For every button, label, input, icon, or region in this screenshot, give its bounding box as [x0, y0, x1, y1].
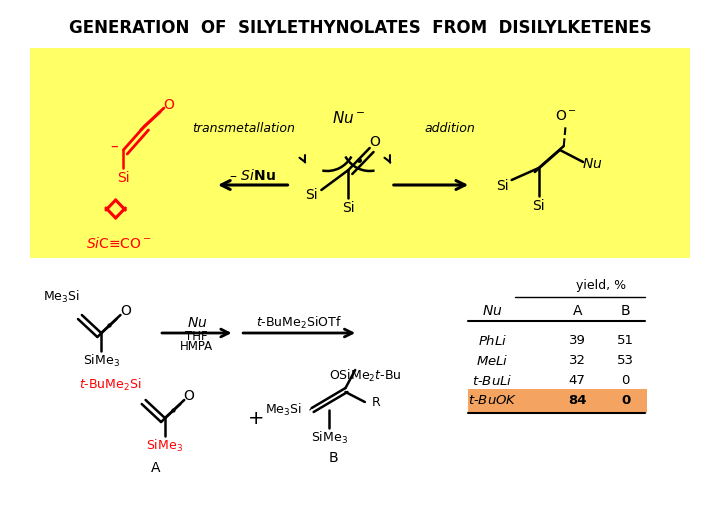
Text: SiMe$_3$: SiMe$_3$	[310, 430, 348, 446]
Text: B: B	[621, 304, 631, 318]
Text: GENERATION  OF  SILYLETHYNOLATES  FROM  DISILYLKETENES: GENERATION OF SILYLETHYNOLATES FROM DISI…	[68, 19, 652, 37]
FancyBboxPatch shape	[30, 48, 690, 258]
Text: 47: 47	[569, 375, 586, 387]
Text: +: +	[248, 409, 264, 428]
Text: HMPA: HMPA	[180, 341, 213, 353]
Text: O: O	[184, 389, 194, 403]
Text: THF: THF	[186, 330, 208, 344]
Text: $t$-BuMe$_2$SiOTf: $t$-BuMe$_2$SiOTf	[256, 315, 342, 331]
Text: R: R	[372, 395, 380, 409]
Text: Si: Si	[117, 171, 130, 185]
Text: $\it{Nu}$: $\it{Nu}$	[482, 304, 503, 318]
Text: Si: Si	[532, 199, 545, 213]
Text: SiMe$_3$: SiMe$_3$	[83, 353, 120, 369]
Text: Si: Si	[495, 179, 508, 193]
Text: Si: Si	[342, 201, 355, 215]
Text: $\it{Nu}$$^-$: $\it{Nu}$$^-$	[332, 110, 365, 126]
Text: O: O	[369, 135, 380, 149]
Text: Me$_3$Si: Me$_3$Si	[265, 402, 302, 418]
Text: $\it{t}$-BuMe$_2$Si: $\it{t}$-BuMe$_2$Si	[79, 377, 142, 393]
Text: 0: 0	[621, 375, 630, 387]
FancyBboxPatch shape	[468, 389, 647, 413]
Text: Me$_3$Si: Me$_3$Si	[43, 289, 80, 305]
Text: transmetallation: transmetallation	[193, 122, 295, 134]
Text: – $\it{Si}$Nu: – $\it{Si}$Nu	[230, 167, 276, 183]
Text: –: –	[110, 138, 117, 154]
Text: $\it{PhLi}$: $\it{PhLi}$	[477, 334, 507, 348]
Text: addition: addition	[425, 122, 475, 134]
Text: O: O	[163, 98, 174, 112]
Text: OSiMe$_2$$\it{t}$-Bu: OSiMe$_2$$\it{t}$-Bu	[328, 368, 401, 384]
Text: Si: Si	[305, 188, 318, 202]
Text: $\it{Nu}$: $\it{Nu}$	[582, 157, 602, 171]
Text: 39: 39	[569, 334, 586, 348]
Text: $\it{Nu}$: $\it{Nu}$	[186, 316, 207, 330]
Text: $\it{Si}$C≡CO$^-$: $\it{Si}$C≡CO$^-$	[86, 236, 151, 250]
Text: $\it{t\text{-}BuLi}$: $\it{t\text{-}BuLi}$	[472, 374, 513, 388]
Text: $\it{t\text{-}BuOK}$: $\it{t\text{-}BuOK}$	[467, 394, 517, 408]
Text: O$^-$: O$^-$	[554, 109, 577, 123]
Text: 84: 84	[568, 394, 587, 408]
Text: yield, %: yield, %	[577, 278, 626, 292]
Text: SiMe$_3$: SiMe$_3$	[146, 438, 184, 454]
Text: $\it{MeLi}$: $\it{MeLi}$	[476, 354, 508, 368]
Text: O: O	[120, 304, 131, 318]
Text: 0: 0	[621, 394, 630, 408]
Text: A: A	[150, 461, 160, 475]
Text: A: A	[572, 304, 582, 318]
Text: 51: 51	[617, 334, 634, 348]
Text: B: B	[328, 451, 338, 465]
Text: 53: 53	[617, 354, 634, 367]
Text: 32: 32	[569, 354, 586, 367]
